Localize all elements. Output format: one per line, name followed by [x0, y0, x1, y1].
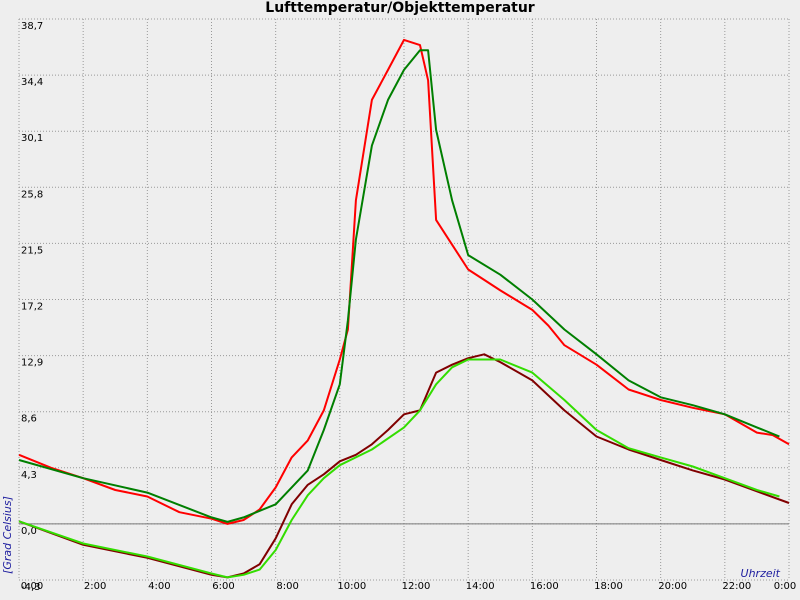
y-tick-label: 34,4 [21, 77, 43, 88]
y-axis-label: [Grad Celsius] [1, 496, 14, 574]
x-tick-label: 22:00 [722, 581, 751, 592]
x-tick-label: 20:00 [658, 581, 687, 592]
series-line [18, 358, 780, 579]
x-tick-label: 10:00 [337, 581, 366, 592]
x-tick-label: 18:00 [594, 581, 623, 592]
series-line [18, 353, 790, 579]
y-tick-label: 30,1 [21, 133, 43, 144]
y-tick-label: 0,0 [21, 526, 37, 537]
series-line [18, 38, 790, 525]
y-tick-label: 8,6 [21, 414, 37, 425]
x-tick-label: 4:00 [148, 581, 170, 592]
series-line [18, 49, 780, 523]
x-tick-label: 6:00 [212, 581, 234, 592]
y-tick-label: 4,3 [21, 470, 37, 481]
chart-title: Lufttemperatur/Objekttemperatur [265, 0, 535, 16]
x-axis-label: Uhrzeit [741, 567, 781, 580]
y-tick-label: 21,5 [21, 245, 43, 256]
y-tick-label: 12,9 [21, 358, 43, 369]
y-tick-label: 38,7 [21, 21, 43, 32]
x-tick-label: 16:00 [530, 581, 559, 592]
y-tick-label: -4,3 [21, 582, 41, 593]
x-tick-label: 8:00 [276, 581, 298, 592]
x-tick-label: 0:00 [774, 581, 796, 592]
x-tick-label: 0:00 [21, 581, 43, 592]
x-tick-label: 2:00 [84, 581, 106, 592]
x-tick-label: 14:00 [466, 581, 495, 592]
y-tick-label: 17,2 [21, 302, 43, 313]
x-tick-label: 12:00 [402, 581, 431, 592]
y-tick-label: 25,8 [21, 189, 43, 200]
